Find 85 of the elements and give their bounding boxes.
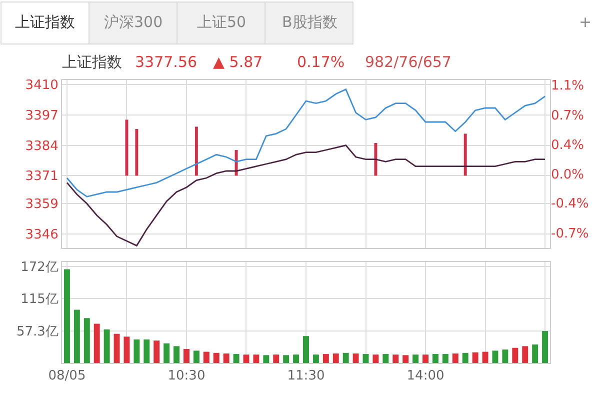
bar bbox=[135, 129, 138, 176]
bar bbox=[312, 354, 319, 363]
bar bbox=[213, 352, 220, 363]
bar bbox=[124, 336, 130, 363]
bar bbox=[74, 310, 80, 363]
bar bbox=[233, 354, 240, 363]
text: + bbox=[579, 13, 592, 31]
y2-tick-label: 0.7% bbox=[551, 108, 584, 124]
bar bbox=[492, 350, 498, 363]
bar bbox=[263, 355, 270, 363]
bar bbox=[542, 331, 548, 363]
text: B股指数 bbox=[282, 13, 338, 31]
bar bbox=[522, 346, 528, 363]
bar bbox=[293, 354, 300, 363]
bar bbox=[512, 348, 518, 363]
y-tick-label: 3384 bbox=[25, 138, 58, 154]
y2-tick-label: -0.4% bbox=[551, 196, 589, 212]
bar bbox=[374, 143, 378, 176]
bar bbox=[462, 352, 468, 363]
text: 982/76/657 bbox=[365, 53, 452, 71]
bar bbox=[442, 354, 448, 363]
bar bbox=[154, 340, 160, 363]
bar bbox=[125, 120, 128, 176]
bar bbox=[193, 350, 200, 363]
y-tick-label: 3371 bbox=[25, 169, 58, 184]
bar bbox=[114, 334, 120, 363]
y2-tick-label: 0.0% bbox=[551, 167, 584, 182]
bar bbox=[464, 134, 467, 176]
bar bbox=[104, 329, 110, 363]
bar bbox=[64, 269, 70, 363]
bar bbox=[253, 354, 260, 363]
text: 上证50 bbox=[197, 13, 246, 31]
bar bbox=[144, 339, 150, 363]
y-tick-label: 115亿 bbox=[20, 292, 58, 308]
bar bbox=[342, 352, 349, 363]
chart-title: 上证指数 bbox=[62, 53, 122, 71]
bar bbox=[134, 339, 140, 363]
bar bbox=[174, 346, 180, 363]
text: 3377.56 bbox=[135, 53, 198, 71]
bar bbox=[472, 352, 478, 363]
bar bbox=[432, 354, 438, 363]
y2-tick-label: 0.4% bbox=[551, 138, 584, 154]
bar bbox=[362, 354, 369, 363]
bar bbox=[332, 353, 339, 363]
bar bbox=[352, 353, 359, 363]
text: ▲ 5.87 bbox=[213, 53, 263, 71]
y-tick-label: 172亿 bbox=[20, 260, 58, 276]
bar bbox=[452, 353, 458, 363]
bar bbox=[194, 126, 198, 176]
bar bbox=[482, 352, 488, 363]
line-series bbox=[66, 144, 546, 246]
bar bbox=[273, 354, 280, 363]
line-series bbox=[66, 88, 546, 198]
bar bbox=[164, 343, 170, 363]
text: 沪深300 bbox=[104, 13, 163, 31]
bar bbox=[392, 354, 399, 363]
bar bbox=[422, 354, 428, 363]
bar bbox=[532, 344, 538, 363]
bar bbox=[303, 336, 309, 363]
text: 0.17% bbox=[297, 53, 345, 71]
bar bbox=[283, 355, 290, 363]
bar bbox=[243, 354, 250, 363]
y-tick-label: 3346 bbox=[25, 228, 58, 243]
bar bbox=[372, 354, 379, 363]
bar bbox=[184, 348, 190, 363]
y-tick-label: 3359 bbox=[25, 197, 58, 212]
y-tick-label: 3397 bbox=[25, 108, 58, 124]
bar bbox=[223, 353, 230, 363]
x-tick-label: 08/05 bbox=[48, 368, 86, 384]
y-tick-label: 3410 bbox=[25, 78, 58, 94]
y2-tick-label: -0.7% bbox=[551, 226, 589, 242]
bar bbox=[203, 352, 210, 363]
bar bbox=[402, 355, 409, 363]
bar bbox=[94, 324, 100, 363]
x-tick-label: 10:30 bbox=[168, 368, 206, 384]
text: 上证指数 bbox=[15, 13, 75, 31]
bar bbox=[502, 350, 508, 363]
y2-tick-label: 1.1% bbox=[551, 78, 584, 94]
x-tick-label: 11:30 bbox=[287, 368, 325, 384]
bar bbox=[412, 354, 419, 363]
bar bbox=[322, 354, 329, 363]
x-tick-label: 14:00 bbox=[406, 368, 444, 384]
bar bbox=[382, 354, 389, 363]
y-tick-label: 57.3亿 bbox=[16, 324, 58, 340]
bar bbox=[84, 318, 90, 363]
